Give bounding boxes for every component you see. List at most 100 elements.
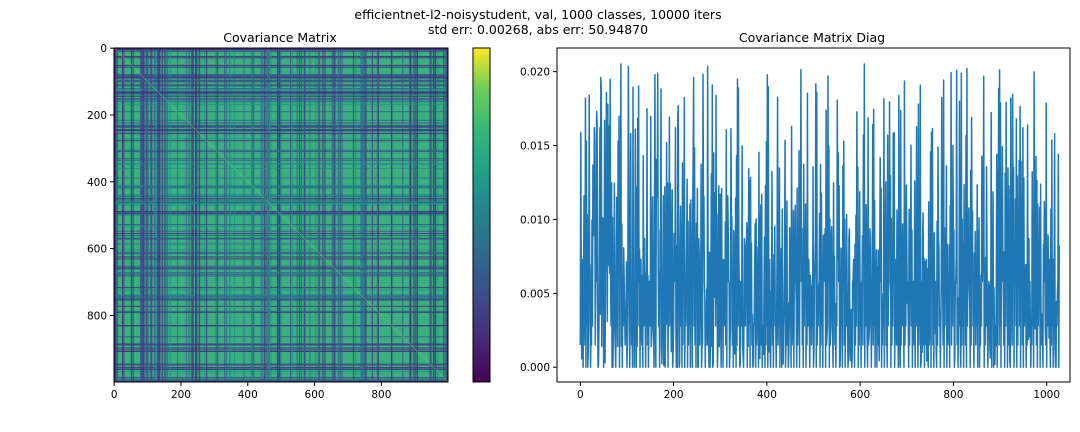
heatmap-col-band [377,48,379,382]
heatmap-col-band [362,48,364,382]
heatmap-col-band [338,48,340,382]
covariance-diag-panel: Covariance Matrix Diag 0.000 0.005 0.010 0.… [520,30,1071,401]
line-x-axis: 0 200 400 600 800 1000 [577,382,1060,401]
heatmap-row-band [114,103,448,105]
line-x-tick-label: 600 [850,389,870,401]
heatmap-row-band [114,129,448,131]
line-chart-title: Covariance Matrix Diag [739,30,885,45]
line-x-tick-label: 400 [757,389,777,401]
heatmap-col-band [252,48,254,382]
heatmap-col-band [243,48,245,382]
heatmap-col-band [309,48,311,382]
heatmap-row-band [114,48,448,51]
heatmap-col-band [123,48,125,382]
heatmap-row-band [114,76,448,78]
heatmap-row-band [114,350,448,352]
line-y-tick-label: 0.000 [520,362,550,374]
heatmap-col-band [319,48,321,382]
heatmap-col-band [229,48,231,382]
heatmap-row-band [114,202,448,204]
heatmap-row-band [114,163,448,165]
heatmap-col-band [260,48,262,382]
heatmap-row-band [114,363,448,365]
heatmap-row-band [114,311,448,313]
heatmap-row-band [114,65,448,67]
heatmap-row-band [114,275,448,277]
heatmap-row-band [114,336,448,338]
heatmap-col-band [278,48,280,382]
heatmap-y-tick-label: 800 [87,310,107,322]
heatmap-col-band [262,48,264,382]
heatmap-row-band [114,186,448,188]
heatmap-col-band [430,48,432,382]
heatmap-col-band [268,48,270,382]
heatmap-title: Covariance Matrix [223,30,337,45]
heatmap-col-band [434,48,436,382]
heatmap-x-tick-label: 400 [238,389,258,401]
heatmap-row-band [114,310,448,312]
colorbar [472,47,491,383]
figure-suptitle-line1: efficientnet-l2-noisystudent, val, 1000 … [354,7,721,22]
covariance-matrix-panel: Covariance Matrix 0 200 400 600 800 0 200 400 6… [87,30,449,401]
heatmap-row-band [114,187,448,189]
heatmap-col-band [290,48,292,382]
heatmap-row-band [114,325,448,327]
heatmap-row-band [114,273,448,275]
heatmap-y-tick-label: 600 [87,244,107,256]
heatmap-col-band [224,48,226,382]
heatmap-col-band [434,48,436,382]
heatmap-col-band [339,48,341,382]
heatmap-row-band [114,225,448,227]
heatmap-row-band [114,272,448,274]
heatmap-col-band [299,48,301,382]
heatmap-x-tick-label: 0 [111,389,118,401]
heatmap-col-band [361,48,363,382]
heatmap-col-band [161,48,163,382]
heatmap-col-band [145,48,149,382]
heatmap-row-band [114,85,448,87]
heatmap-row-band [114,129,448,131]
heatmap-col-band [197,48,199,382]
heatmap-row-band [114,122,448,124]
heatmap-row-band [114,296,448,298]
heatmap-row-band [114,194,448,196]
heatmap-col-band [303,48,306,382]
heatmap-col-band [446,48,448,382]
line-y-tick-label: 0.005 [520,288,550,300]
heatmap-col-band [391,48,393,382]
heatmap-col-band [167,48,169,382]
heatmap-row-band [114,378,448,380]
heatmap-row-band [114,89,448,91]
heatmap-row-band [114,368,448,370]
line-y-tick-label: 0.010 [520,214,550,226]
heatmap-col-band [155,48,157,382]
heatmap-col-band [157,48,160,382]
heatmap-row-band [114,125,448,127]
heatmap-row-band [114,196,448,198]
heatmap-col-band [341,48,343,382]
line-y-axis: 0.000 0.005 0.010 0.015 0.020 [520,67,557,374]
heatmap-row-band [114,77,448,79]
heatmap-row-band [114,185,448,187]
heatmap-row-band [114,224,448,226]
heatmap-row-band [114,158,448,160]
heatmap-row-band [114,131,448,133]
heatmap-row-band [114,159,448,161]
heatmap-col-band [266,48,268,382]
heatmap-col-band [253,48,255,382]
heatmap-col-band [251,48,253,382]
heatmap-col-band [199,48,201,382]
heatmap-col-band [355,48,357,382]
heatmap-col-band [268,48,270,382]
heatmap-row-band [114,151,448,153]
heatmap-row-band [114,253,448,255]
line-y-tick-label: 0.020 [520,67,550,79]
heatmap-row-band [114,140,448,142]
line-x-tick-label: 1000 [1033,389,1060,401]
heatmap-row-band [114,202,448,204]
heatmap-row-band [114,295,448,297]
heatmap-col-band [195,48,197,382]
heatmap-row-band [114,364,448,366]
heatmap-col-band [365,48,367,382]
heatmap-row-band [114,380,448,382]
